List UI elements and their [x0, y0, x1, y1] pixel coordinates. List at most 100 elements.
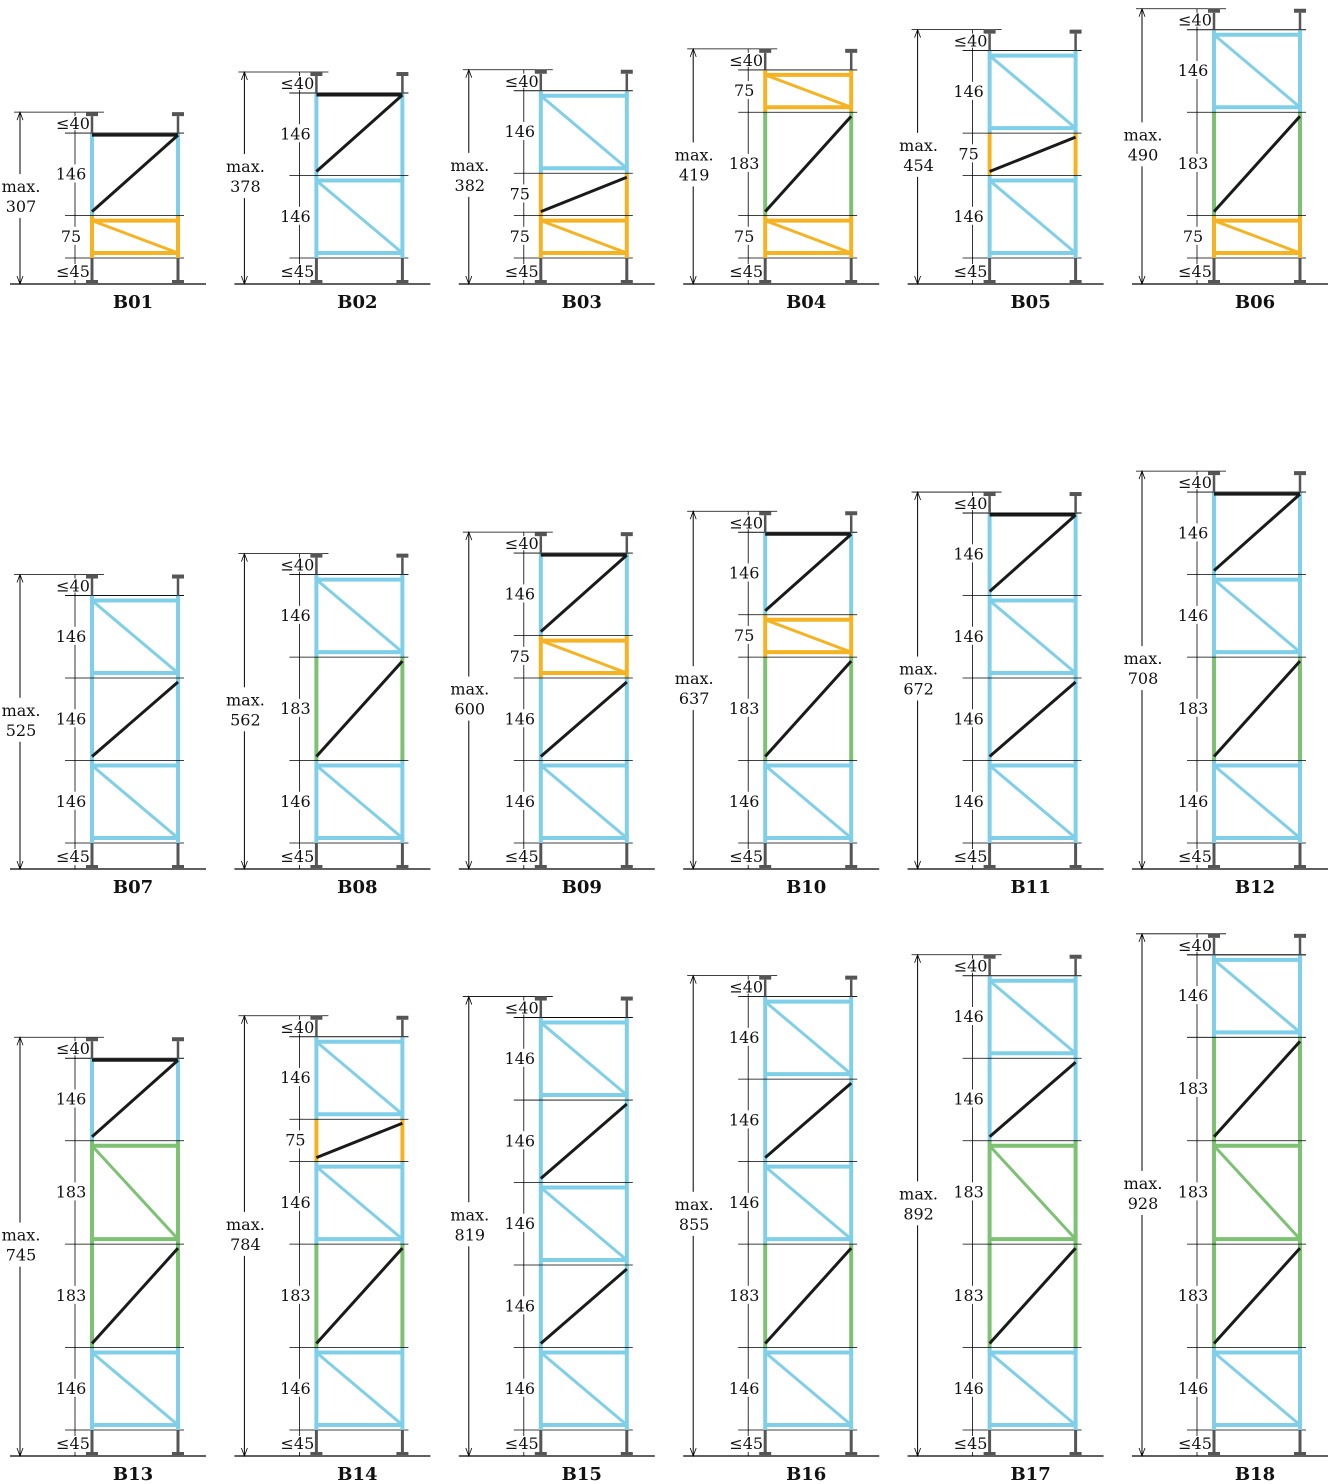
section-height-label: 183	[1178, 699, 1209, 718]
label-backdrop	[281, 206, 308, 225]
arrow-up-icon	[465, 68, 473, 78]
label-backdrop	[730, 226, 757, 245]
label-backdrop	[1179, 1378, 1205, 1397]
section-height-label: 146	[1178, 523, 1209, 542]
frame-diagonal	[315, 1165, 404, 1241]
label-backdrop	[1179, 60, 1205, 79]
label-backdrop	[679, 1191, 708, 1236]
label-backdrop	[55, 1041, 81, 1056]
label-backdrop	[954, 144, 981, 163]
label-backdrop	[1177, 12, 1203, 27]
diagonal-brace	[988, 1247, 1077, 1345]
frame-diagonal	[1213, 578, 1301, 654]
label-backdrop	[1179, 698, 1205, 717]
label-backdrop	[505, 122, 532, 141]
total-height-label: 637	[679, 689, 710, 708]
section-height-label: 146	[953, 627, 984, 646]
configuration-name: B11	[1010, 877, 1050, 898]
label-backdrop	[505, 584, 532, 603]
label-backdrop	[952, 849, 979, 865]
frame-section: 146	[56, 760, 184, 843]
frame-section: 183	[729, 1243, 858, 1348]
frame-diagonal	[764, 219, 852, 255]
top-head-plate-icon	[1294, 471, 1306, 476]
configuration-name: B16	[786, 1464, 826, 1484]
section-height-label: 146	[953, 207, 984, 226]
top-head-plate-icon	[845, 975, 858, 980]
section-height-label: 146	[953, 1089, 984, 1108]
base-plate-icon	[1069, 1452, 1082, 1455]
arrow-down-icon	[914, 275, 921, 286]
frame-section: 146	[280, 1161, 409, 1245]
frame-section: 183	[1178, 1036, 1306, 1141]
section-height-label: 146	[56, 1089, 87, 1108]
configuration-name: B15	[562, 1464, 602, 1484]
section-height-label: 75	[510, 227, 530, 246]
diagonal-brace	[764, 115, 853, 213]
section-height-label: 146	[280, 792, 311, 811]
total-height-label: 525	[6, 721, 37, 740]
top-head-plate-icon	[1294, 933, 1306, 938]
label-backdrop	[281, 1130, 308, 1149]
frame-section: 183	[953, 1243, 1082, 1348]
configuration-name: B13	[113, 1464, 153, 1484]
label-backdrop	[954, 544, 981, 563]
label-backdrop	[1179, 1285, 1205, 1304]
label-backdrop	[505, 1048, 532, 1067]
max-label: max.	[675, 145, 714, 164]
configuration-b09: max.600 ≤40 ≤45 146 75 146 146 B09	[450, 531, 655, 898]
frame-diagonal	[539, 1351, 628, 1427]
section-height-label: 146	[729, 563, 760, 582]
label-backdrop	[281, 124, 308, 143]
section-height-label: 146	[280, 1068, 311, 1087]
section-height-label: 146	[729, 1028, 760, 1047]
section-height-label: 146	[505, 792, 536, 811]
frame-diagonal	[1213, 219, 1301, 255]
label-backdrop	[503, 73, 530, 88]
arrow-up-icon	[16, 110, 24, 121]
top-head-plate-icon	[310, 72, 323, 77]
total-height-label: 819	[455, 1225, 486, 1244]
label-backdrop	[952, 496, 979, 511]
section-height-label: 146	[280, 606, 311, 625]
arrow-down-icon	[241, 1447, 248, 1458]
diagonal-brace	[315, 93, 404, 173]
label-backdrop	[6, 1222, 34, 1267]
top-head-plate-icon	[1208, 933, 1220, 938]
arrow-down-icon	[914, 1447, 921, 1458]
label-backdrop	[954, 709, 981, 728]
base-plate-icon	[86, 280, 98, 283]
configuration-b07: max.525 ≤40 ≤45 146 146 146 B07	[2, 573, 206, 898]
top-head-plate-icon	[172, 574, 184, 579]
label-backdrop	[730, 153, 757, 172]
bottom-clearance-label: ≤45	[729, 262, 763, 281]
label-backdrop	[730, 791, 757, 810]
top-head-plate-icon	[1069, 954, 1082, 959]
label-backdrop	[1179, 791, 1205, 810]
label-backdrop	[730, 625, 757, 644]
diagonal-brace	[91, 680, 179, 758]
configuration-b15: max.819 ≤40 ≤45 146 146 146 146 146 B15	[450, 995, 655, 1484]
top-head-plate-icon	[1069, 29, 1082, 34]
frame-diagonal	[91, 219, 179, 255]
arrow-up-icon	[914, 28, 921, 38]
label-backdrop	[1179, 153, 1205, 172]
configuration-name: B05	[1010, 292, 1050, 313]
configuration-name: B17	[1010, 1464, 1050, 1484]
label-backdrop	[279, 1019, 306, 1034]
frame-diagonal	[988, 54, 1077, 130]
frame-section: 146	[280, 574, 409, 658]
frame-section: 146	[505, 1264, 633, 1348]
top-head-plate-icon	[620, 69, 633, 74]
bottom-clearance-label: ≤45	[281, 1434, 315, 1453]
configuration-b14: max.784 ≤40 ≤45 146 75 146 183 146 B14	[226, 1014, 431, 1484]
section-height-label: 75	[734, 227, 754, 246]
frame-diagonal	[764, 1351, 853, 1427]
configuration-name: B07	[113, 877, 153, 898]
configuration-b03: max.382 ≤40 ≤45 146 75 75 B03	[450, 68, 655, 313]
label-backdrop	[279, 557, 306, 572]
frame-section: 146	[953, 1347, 1082, 1430]
base-plate-icon	[620, 280, 633, 283]
section-height-label: 146	[56, 627, 87, 646]
label-backdrop	[1177, 475, 1203, 490]
